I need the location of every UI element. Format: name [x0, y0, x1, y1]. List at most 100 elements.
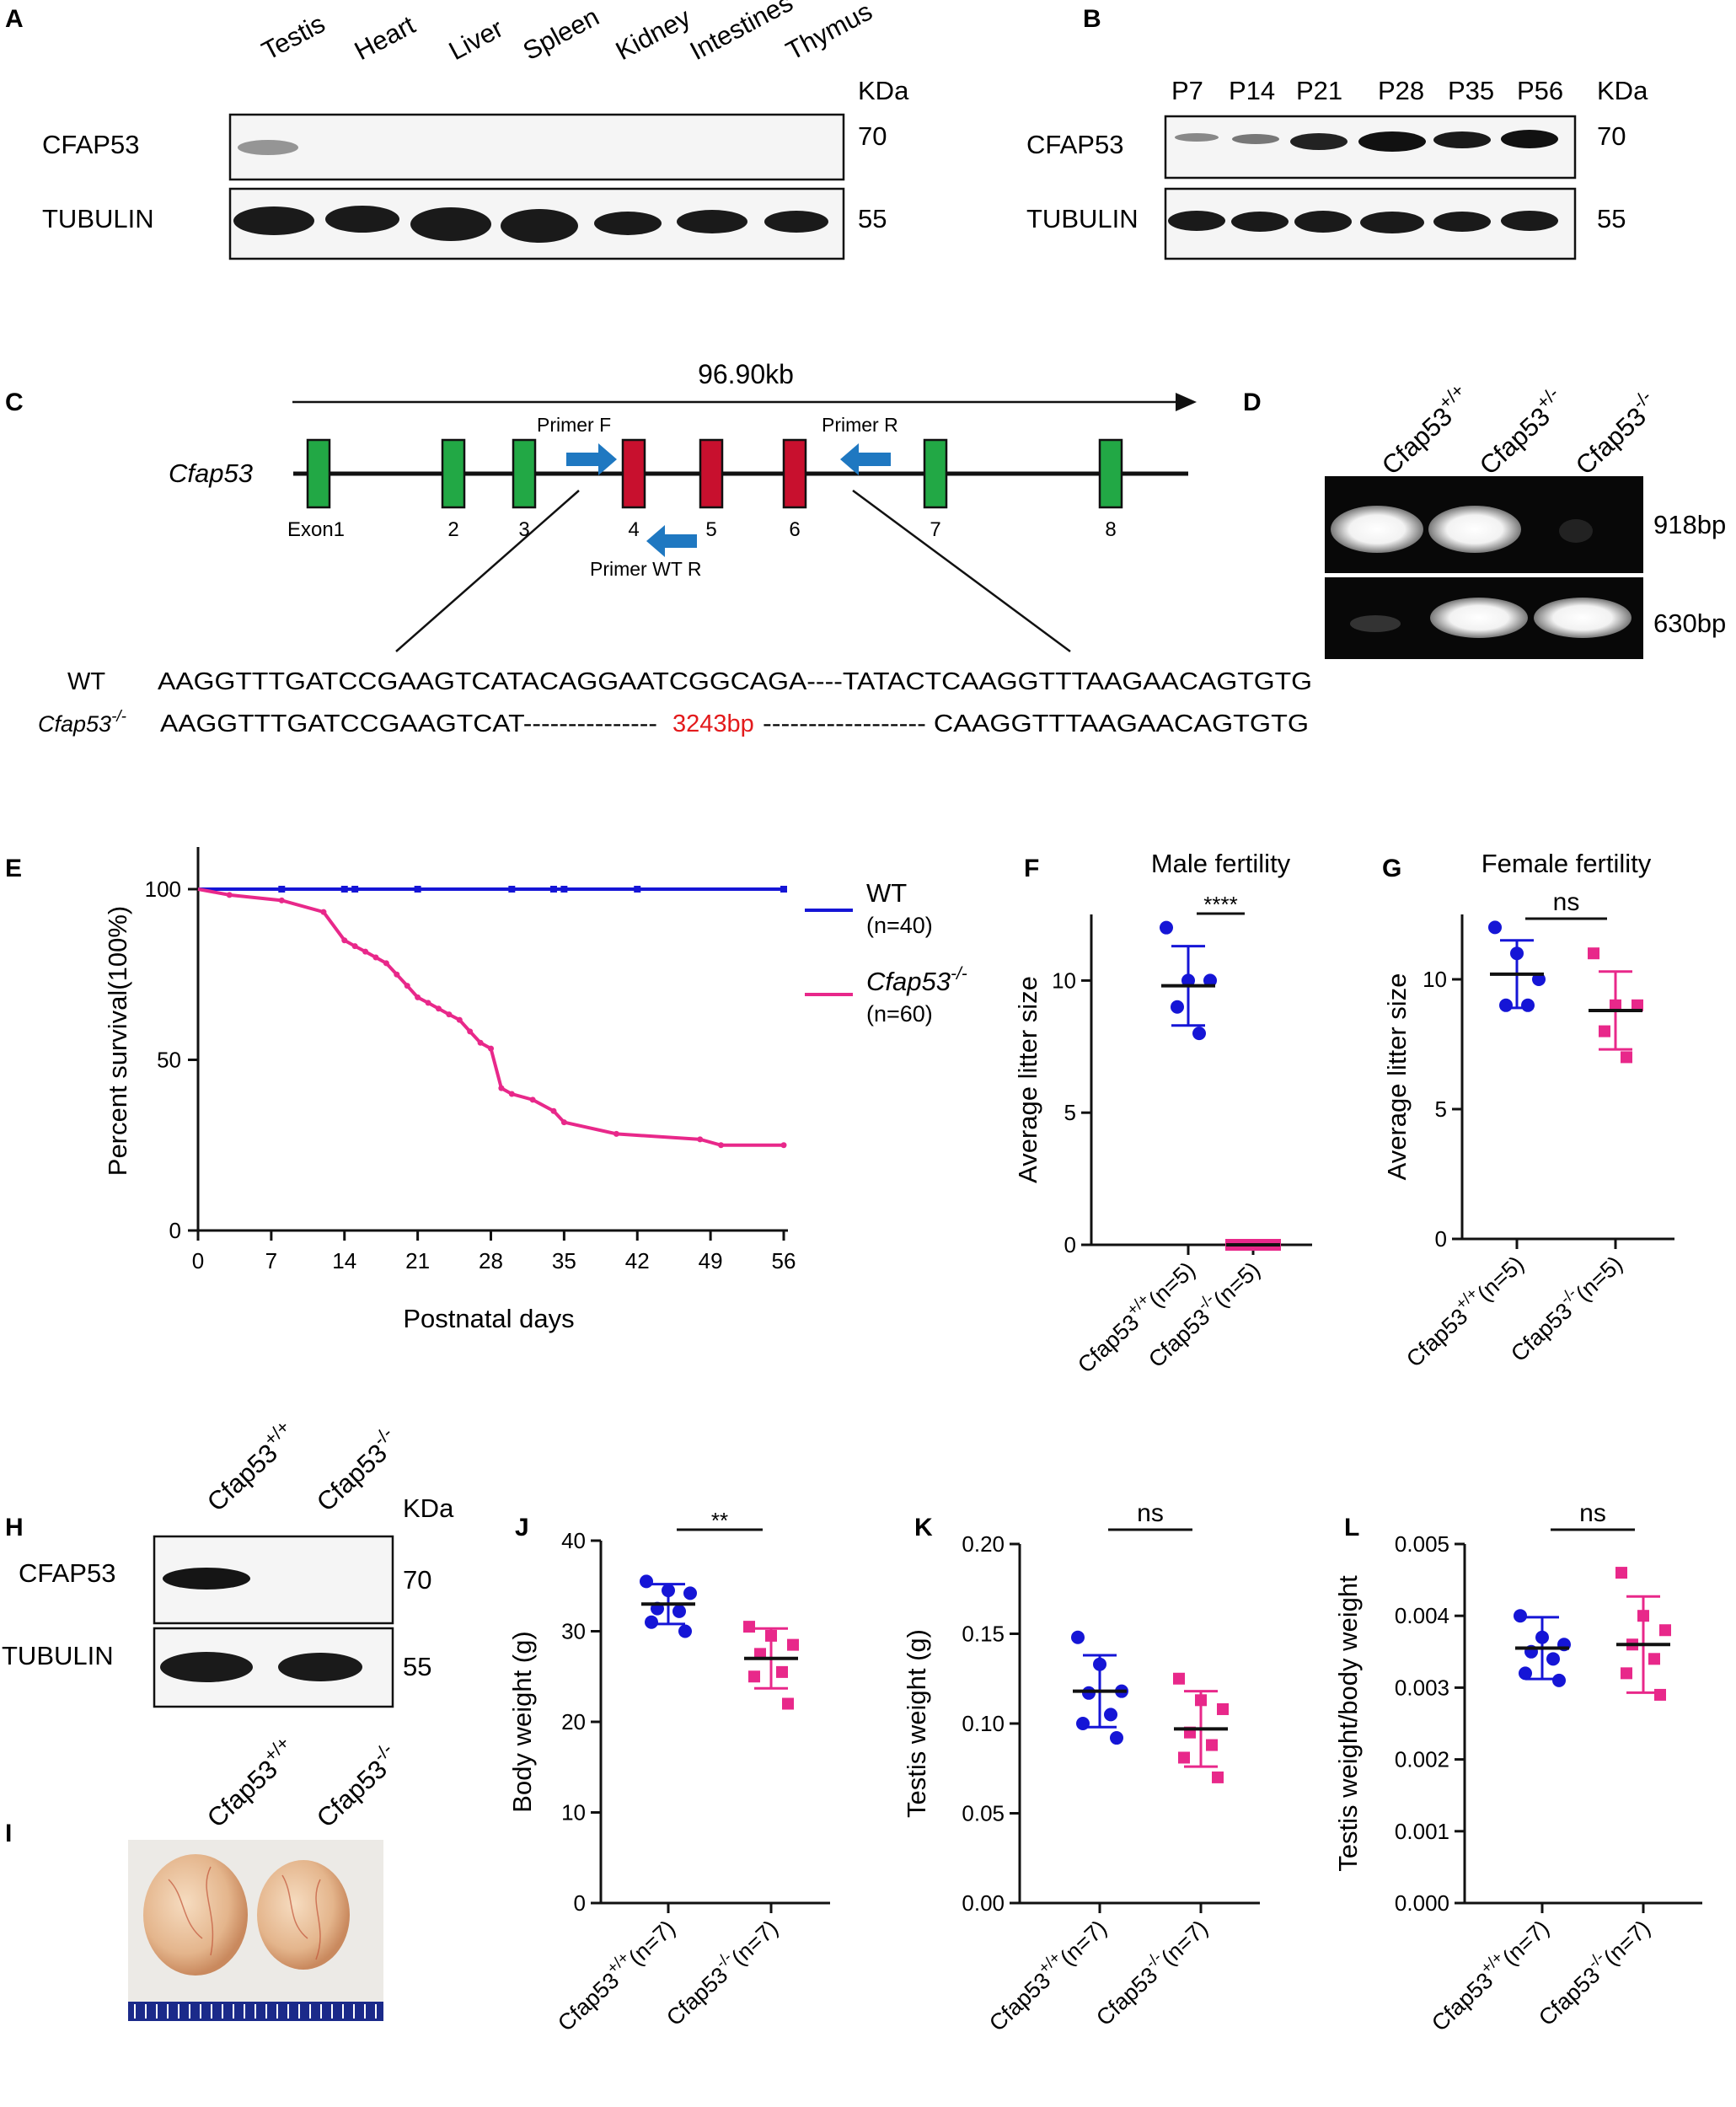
timepoint-label: P56: [1517, 76, 1563, 105]
panel-g-dotplot: 0 5 10 Average litter size Female fertility n…: [1382, 849, 1674, 1372]
data-point: [1104, 1708, 1117, 1722]
tissue-label: Testis: [257, 8, 330, 66]
tissue-label: Heart: [350, 10, 421, 67]
kda-55: 55: [858, 204, 887, 233]
event-point: [477, 1039, 484, 1046]
x-tick-label: 14: [332, 1248, 356, 1273]
censor-mark: [351, 886, 359, 893]
x-axis-label: Postnatal days: [403, 1304, 574, 1333]
y-tick-label: 0.15: [962, 1622, 1005, 1647]
data-point: [1514, 1609, 1527, 1623]
panel-label-e: E: [5, 855, 22, 882]
x-tick-label: 7: [265, 1248, 277, 1273]
censor-mark: [340, 886, 348, 893]
y-tick-label: 0.00: [962, 1890, 1005, 1916]
gene-name: Cfap53: [169, 458, 253, 488]
exons: [306, 438, 1123, 509]
y-axis-label: Average litter size: [1382, 973, 1412, 1181]
gel-band-faint: [1559, 519, 1593, 543]
data-point: [640, 1574, 653, 1589]
primer-wt-r-label: Primer WT R: [590, 558, 701, 580]
data-point: [1203, 973, 1217, 988]
event-point: [718, 1142, 725, 1149]
y-tick-label: 0.05: [962, 1801, 1005, 1826]
data-point: [1217, 1702, 1229, 1715]
ruler-ticks: [134, 2004, 377, 2019]
y-tick-label: 0.004: [1395, 1603, 1449, 1628]
data-point: [1535, 1630, 1549, 1644]
x-tick-label: 35: [552, 1248, 576, 1273]
data-point: [1519, 1666, 1532, 1681]
gel-band-faint: [1350, 615, 1401, 632]
event-point: [435, 1005, 442, 1012]
censor-mark: [549, 886, 557, 893]
data-point: [765, 1629, 777, 1642]
panel-label-g: G: [1382, 855, 1401, 882]
band: [160, 1652, 253, 1682]
censor-mark: [414, 886, 421, 893]
ko-sequence-right: ------------------ CAAGGTTTAAGAACAGTGTG: [763, 710, 1309, 737]
event-point: [467, 1028, 474, 1035]
primer-f-arrow-icon: [566, 443, 617, 475]
wt-seq-label: WT: [67, 668, 105, 695]
gene-length: 96.90kb: [698, 359, 794, 389]
primer-wt-r-arrow-icon: [646, 525, 697, 557]
panel-label-j: J: [515, 1514, 529, 1541]
significance-label: ns: [1137, 1499, 1164, 1527]
exon-label: 8: [1105, 518, 1116, 541]
data-point: [1160, 920, 1173, 935]
data-point: [1659, 1624, 1671, 1637]
data-point: [1610, 999, 1621, 1011]
kda-70: 70: [858, 121, 887, 151]
cfap53-bands-b: [1175, 130, 1558, 152]
legend-ko-n: (n=60): [866, 1001, 933, 1027]
kda-label: KDa: [403, 1493, 454, 1523]
event-point: [560, 1119, 567, 1126]
data-point: [1648, 1653, 1660, 1665]
y-tick-label: 0: [169, 1218, 181, 1243]
y-axis-label: Percent survival(100%): [103, 906, 132, 1176]
data-point: [1082, 1686, 1096, 1700]
event-point: [529, 1096, 536, 1103]
tissue-label: Intestines: [685, 0, 798, 66]
tissue-label: Kidney: [611, 3, 696, 67]
y-axis-label: Testis weight/body weight: [1333, 1575, 1363, 1872]
data-point: [1178, 1751, 1190, 1764]
primer-r-label: Primer R: [822, 414, 898, 436]
event-point: [446, 1011, 453, 1018]
y-tick-label: 0: [1435, 1226, 1447, 1252]
panel-k-dotplot: 0.00 0.05 0.10 0.15 0.20 Testis weight (g) ns C…: [902, 1499, 1260, 2036]
event-point: [697, 1136, 704, 1143]
primer-r-arrow-icon: [840, 443, 891, 475]
exon-box: [512, 438, 537, 509]
panel-label-a: A: [5, 5, 24, 33]
x-tick-label: 42: [625, 1248, 650, 1273]
data-point: [1212, 1771, 1224, 1783]
row-label-tubulin: TUBULIN: [2, 1641, 114, 1670]
panel-j-dotplot: 0 10 20 30 40 Body weight (g) ** Cfap53+/+(n=7)…: [507, 1508, 830, 2036]
data-point: [1621, 1667, 1632, 1680]
y-axis-label: Testis weight (g): [902, 1629, 931, 1818]
event-point: [341, 937, 348, 944]
y-tick-label: 0.003: [1395, 1675, 1449, 1700]
event-point: [508, 1091, 515, 1097]
panel-label-b: B: [1083, 5, 1101, 33]
data-point: [1532, 973, 1546, 986]
data-point: [1488, 920, 1502, 935]
panel-a-western: Testis Heart Liver Spleen Kidney Intesti…: [42, 0, 909, 260]
data-point: [1173, 1672, 1185, 1685]
gel-band: [1428, 506, 1521, 553]
exon-box: [621, 438, 646, 509]
category-label: Cfap53+/+(n=7): [1424, 1912, 1554, 2036]
event-point: [362, 948, 369, 955]
event-point: [456, 1016, 463, 1023]
data-point: [743, 1621, 755, 1633]
panel-label-d: D: [1243, 389, 1262, 416]
ko-seq-label: Cfap53-/-: [38, 708, 126, 737]
y-tick-label: 30: [561, 1619, 586, 1644]
y-tick-label: 40: [561, 1528, 586, 1553]
data-point: [662, 1584, 675, 1598]
kda-55: 55: [1597, 204, 1626, 233]
data-point: [1093, 1657, 1106, 1671]
data-point: [1499, 998, 1513, 1012]
